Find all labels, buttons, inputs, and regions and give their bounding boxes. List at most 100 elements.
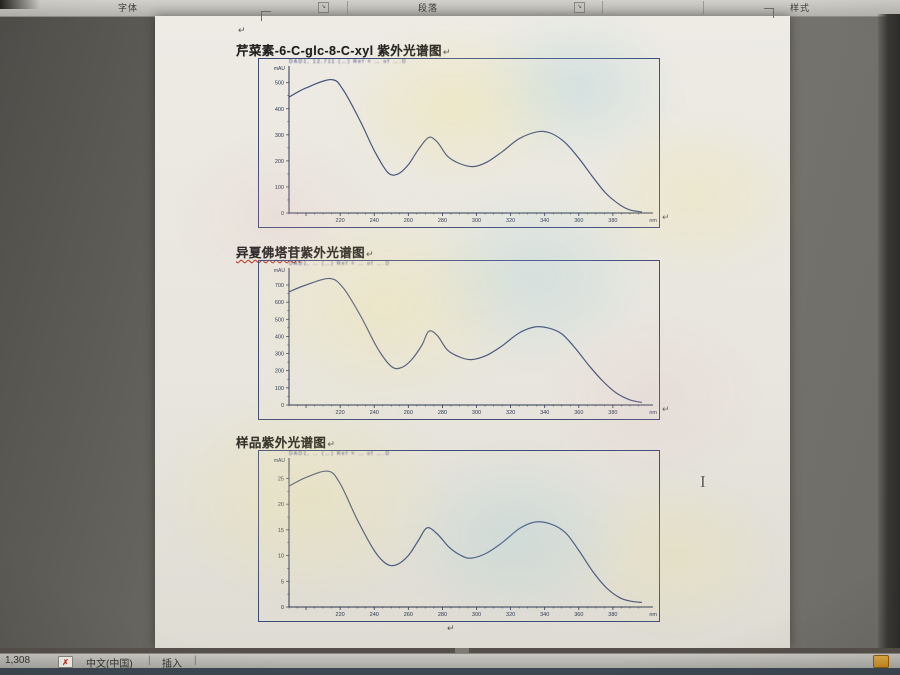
svg-text:320: 320 xyxy=(506,218,515,224)
spectrum-plot: mAU 0 100 200 300 400 500 220 240 260 280 300 320 340… xyxy=(274,66,657,224)
svg-text:100: 100 xyxy=(275,185,284,191)
section-title-isoschaftoside: 异夏佛塔苷紫外光谱图↵ xyxy=(236,242,374,261)
svg-text:240: 240 xyxy=(370,612,379,618)
svg-text:260: 260 xyxy=(404,612,413,618)
chart-instrument-header: DAD1, 12.711 (…) Ref = … of ….D xyxy=(289,59,407,65)
tray-app-icon[interactable] xyxy=(873,655,889,668)
taskbar-edge xyxy=(0,668,900,675)
svg-text:mAU: mAU xyxy=(274,268,286,274)
svg-text:mAU: mAU xyxy=(274,66,286,72)
ribbon-group-paragraph: 段落 xyxy=(418,3,439,13)
svg-text:300: 300 xyxy=(472,612,481,618)
svg-text:300: 300 xyxy=(472,218,481,224)
svg-text:220: 220 xyxy=(336,410,345,416)
ribbon-divider xyxy=(703,1,704,14)
svg-text:0: 0 xyxy=(281,403,284,409)
svg-text:0: 0 xyxy=(281,211,284,217)
status-divider: | xyxy=(194,655,197,666)
paragraph-mark: ↵ xyxy=(447,623,455,633)
svg-text:280: 280 xyxy=(438,410,447,416)
paragraph-dialog-launcher-icon[interactable]: ↘ xyxy=(574,2,585,13)
text-boundary-mark-left xyxy=(261,11,271,21)
chart-instrument-header: DAD1, … (…) Ref = … of ….D xyxy=(289,451,391,457)
svg-text:20: 20 xyxy=(278,502,284,508)
svg-text:300: 300 xyxy=(275,133,284,139)
svg-text:320: 320 xyxy=(506,410,515,416)
svg-text:mAU: mAU xyxy=(274,458,286,464)
svg-text:340: 340 xyxy=(540,612,549,618)
scrollbar-thumb[interactable] xyxy=(455,648,469,653)
svg-text:100: 100 xyxy=(275,386,284,392)
status-divider: | xyxy=(148,655,151,666)
section-title-apigenin: 芹菜素-6-C-glc-8-C-xyl 紫外光谱图↵ xyxy=(236,40,451,59)
svg-text:400: 400 xyxy=(275,334,284,340)
svg-text:240: 240 xyxy=(370,218,379,224)
document-page[interactable] xyxy=(155,16,790,648)
svg-text:360: 360 xyxy=(574,218,583,224)
spectrum-plot: mAU 0 5 10 15 20 25 220 240 260 280 300 320 340 360 380… xyxy=(274,458,657,618)
uv-spectrum-chart-sample[interactable]: DAD1, … (…) Ref = … of ….D mAU 0 5 10 15 20 25… xyxy=(258,450,660,622)
svg-text:360: 360 xyxy=(574,612,583,618)
svg-text:200: 200 xyxy=(275,369,284,375)
svg-text:500: 500 xyxy=(275,81,284,87)
ibeam-cursor: I xyxy=(700,472,706,491)
status-bar: 1,308 ✗ 中文(中国) | 插入 | xyxy=(0,653,900,670)
title-text: 芹菜素-6-C-glc-8-C-xyl 紫外光谱图 xyxy=(236,44,442,58)
uv-spectrum-chart-apigenin[interactable]: DAD1, 12.711 (…) Ref = … of ….D mAU 0 100 2… xyxy=(258,58,660,228)
svg-text:380: 380 xyxy=(608,218,617,224)
chart-instrument-header: DAD1, … (…) Ref = … of ….D xyxy=(289,261,391,267)
svg-text:340: 340 xyxy=(540,218,549,224)
svg-text:5: 5 xyxy=(281,579,284,585)
svg-text:nm: nm xyxy=(649,410,657,416)
svg-text:25: 25 xyxy=(278,476,284,482)
font-dialog-launcher-icon[interactable]: ↘ xyxy=(318,2,329,13)
monitor-bezel xyxy=(878,14,900,652)
svg-text:320: 320 xyxy=(506,612,515,618)
horizontal-scrollbar[interactable] xyxy=(0,648,900,653)
title-text: 样品紫外光谱图 xyxy=(236,436,327,450)
svg-text:200: 200 xyxy=(275,159,284,165)
word-count[interactable]: 1,308 xyxy=(5,655,31,666)
svg-text:240: 240 xyxy=(370,410,379,416)
spellcheck-flagged-text: 异夏佛塔苷 xyxy=(236,246,301,260)
svg-text:220: 220 xyxy=(336,218,345,224)
svg-text:340: 340 xyxy=(540,410,549,416)
uv-spectrum-chart-isoschaftoside[interactable]: DAD1, … (…) Ref = … of ….D mAU 0 100 200 300… xyxy=(258,260,660,420)
svg-text:280: 280 xyxy=(438,218,447,224)
spectrum-plot: mAU 0 100 200 300 400 500 600 700 220 240 260 280 300… xyxy=(274,268,657,416)
paragraph-mark: ↵ xyxy=(366,249,374,259)
proofing-status-icon[interactable]: ✗ xyxy=(58,656,73,668)
language-indicator[interactable]: 中文(中国) xyxy=(86,659,133,670)
paragraph-mark: ↵ xyxy=(662,212,670,222)
svg-text:260: 260 xyxy=(404,218,413,224)
svg-text:500: 500 xyxy=(275,317,284,323)
svg-text:220: 220 xyxy=(336,612,345,618)
screen-glare-corner xyxy=(0,0,40,9)
svg-text:nm: nm xyxy=(649,218,657,224)
svg-text:380: 380 xyxy=(608,410,617,416)
ribbon-group-style: 样式 xyxy=(790,3,811,13)
insert-mode-indicator[interactable]: 插入 xyxy=(162,659,182,670)
svg-text:10: 10 xyxy=(278,554,284,560)
svg-text:nm: nm xyxy=(649,612,657,618)
svg-text:600: 600 xyxy=(275,300,284,306)
ribbon-divider xyxy=(602,1,603,14)
section-title-sample: 样品紫外光谱图↵ xyxy=(236,432,335,451)
svg-text:260: 260 xyxy=(404,410,413,416)
svg-text:300: 300 xyxy=(275,352,284,358)
svg-text:360: 360 xyxy=(574,410,583,416)
svg-text:0: 0 xyxy=(281,605,284,611)
svg-text:380: 380 xyxy=(608,612,617,618)
svg-text:700: 700 xyxy=(275,283,284,289)
paragraph-mark: ↵ xyxy=(442,47,451,57)
ribbon-group-font: 字体 xyxy=(118,3,139,13)
svg-text:400: 400 xyxy=(275,107,284,113)
paragraph-mark: ↵ xyxy=(662,404,670,414)
title-text: 紫外光谱图 xyxy=(300,246,366,260)
ribbon-divider xyxy=(347,1,348,14)
svg-text:300: 300 xyxy=(472,410,481,416)
text-boundary-mark-right xyxy=(764,8,774,18)
paragraph-mark: ↵ xyxy=(327,439,336,449)
svg-text:15: 15 xyxy=(278,528,284,534)
